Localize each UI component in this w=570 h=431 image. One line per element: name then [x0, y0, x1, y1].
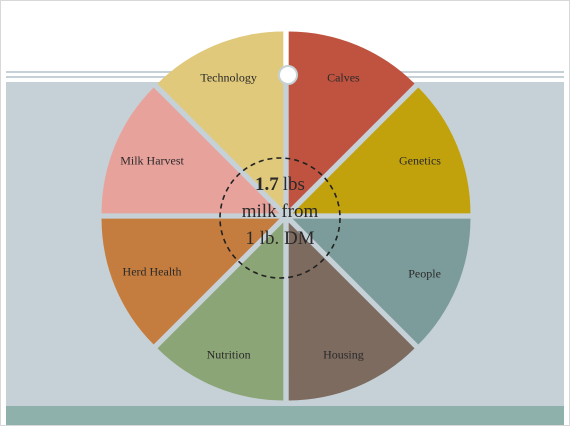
knob	[278, 65, 298, 85]
segment-label: Housing	[323, 348, 364, 362]
wheel-segment	[101, 218, 280, 345]
segment-label: Herd Health	[123, 264, 182, 278]
segment-label: People	[408, 266, 441, 280]
center-circle	[219, 157, 341, 279]
center-line-3: 1 lb. DM	[245, 228, 314, 249]
center-line-2: milk from	[242, 201, 319, 222]
wheel-segment	[292, 218, 471, 345]
wheel-segment	[288, 31, 415, 210]
center-unit: lbs	[283, 174, 305, 195]
center-line-1: 1.7 lbs	[255, 174, 305, 195]
segment-label: Calves	[327, 70, 360, 84]
wheel-segment	[288, 222, 415, 401]
center-value: 1.7	[255, 174, 279, 195]
wheel-segment	[292, 87, 471, 214]
wheel: Calves Genetics People Housing Nutrition Herd…	[101, 31, 471, 401]
content-band	[6, 82, 564, 406]
segment-label: Genetics	[399, 154, 441, 168]
segment-label: Nutrition	[207, 348, 251, 362]
segment-label: Technology	[200, 70, 256, 84]
wheel-segment	[157, 222, 284, 401]
footer-band	[6, 406, 564, 426]
wheel-segment	[101, 87, 280, 214]
segment-label: Milk Harvest	[120, 154, 184, 168]
